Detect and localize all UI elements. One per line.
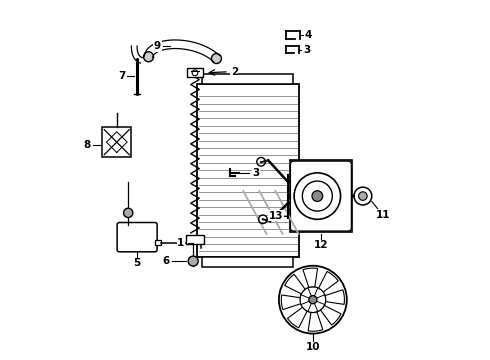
Circle shape [312, 191, 323, 202]
Polygon shape [308, 312, 323, 331]
FancyBboxPatch shape [291, 161, 351, 231]
Polygon shape [288, 307, 307, 328]
Text: 1: 1 [177, 238, 184, 248]
Circle shape [211, 54, 221, 64]
Circle shape [188, 256, 198, 266]
Polygon shape [325, 290, 344, 305]
Text: 6: 6 [163, 256, 170, 266]
Text: 3: 3 [252, 168, 259, 178]
Bar [197, 84, 298, 257]
Bar [290, 160, 352, 232]
Circle shape [309, 296, 317, 304]
Text: 4: 4 [305, 30, 312, 40]
Polygon shape [318, 271, 338, 292]
Text: 3: 3 [303, 45, 310, 55]
Circle shape [123, 208, 133, 217]
Bar [186, 235, 204, 244]
Bar [155, 240, 161, 246]
Text: 8: 8 [83, 140, 91, 150]
Circle shape [144, 52, 153, 62]
Text: 11: 11 [376, 210, 391, 220]
Bar [187, 68, 203, 77]
Text: 2: 2 [231, 67, 238, 77]
Text: 12: 12 [314, 240, 328, 250]
Text: 5: 5 [133, 258, 141, 268]
Bar [102, 127, 131, 157]
Polygon shape [303, 268, 318, 287]
FancyBboxPatch shape [117, 222, 157, 252]
Bar [202, 73, 293, 84]
Polygon shape [285, 274, 305, 294]
Polygon shape [320, 305, 341, 325]
Text: 13: 13 [269, 211, 283, 221]
Text: 9: 9 [154, 41, 161, 51]
Circle shape [359, 192, 367, 201]
Text: 7: 7 [118, 71, 125, 81]
Polygon shape [281, 295, 301, 310]
Text: 10: 10 [306, 342, 320, 352]
Bar [202, 257, 293, 267]
